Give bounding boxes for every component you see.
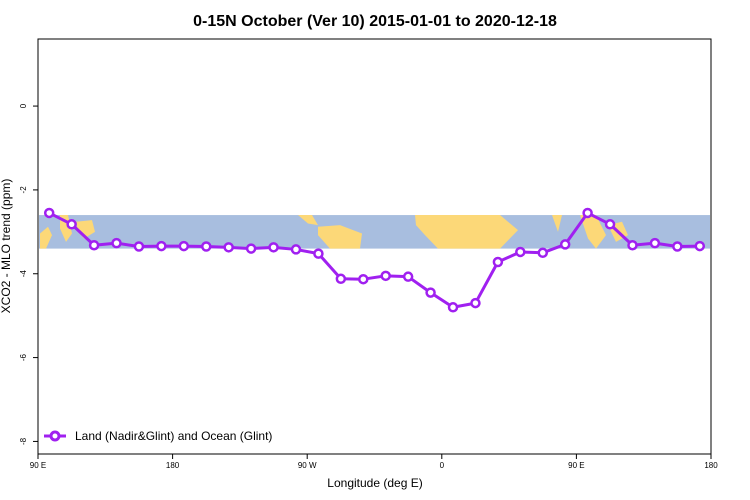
data-point [178, 240, 190, 252]
data-point [470, 297, 481, 309]
data-point [492, 256, 504, 268]
data-point [649, 237, 661, 249]
data-point [425, 287, 436, 298]
data-point [201, 241, 212, 252]
chart-title: 0-15N October (Ver 10) 2015-01-01 to 202… [193, 13, 557, 30]
data-point [447, 302, 459, 313]
y-tick-label: 0 [19, 103, 28, 108]
map-land-4 [318, 225, 362, 249]
x-tick-label: 180 [166, 461, 180, 470]
data-point [313, 248, 324, 259]
y-tick-label: -6 [19, 353, 28, 361]
x-tick-label: 90 E [568, 461, 584, 470]
data-point [537, 247, 548, 259]
x-tick-label: 0 [440, 461, 445, 470]
data-point [627, 239, 638, 251]
data-point [66, 219, 77, 230]
data-point [111, 237, 122, 249]
data-point [268, 242, 279, 253]
map-land-0 [40, 226, 52, 249]
x-axis: 90 E 180 90 W 0 90 E 180 [30, 454, 718, 470]
x-axis-label: Longitude (deg E) [327, 476, 422, 490]
x-tick-label: 180 [704, 461, 718, 470]
data-point [672, 241, 683, 252]
legend-label: Land (Nadir&Glint) and Ocean (Glint) [75, 429, 272, 443]
y-tick-label: -4 [19, 270, 28, 278]
plot-frame [37, 38, 712, 455]
data-point [559, 239, 571, 250]
data-point [694, 240, 706, 252]
x-tick-label: 90 W [298, 461, 317, 470]
data-point [380, 270, 391, 282]
map-land-7 [580, 215, 606, 249]
map-land-5 [415, 215, 518, 249]
y-tick-label: -8 [19, 437, 28, 445]
legend: Land (Nadir&Glint) and Ocean (Glint) [44, 429, 272, 443]
data-point [245, 243, 257, 254]
x-tick-label: 90 E [30, 461, 46, 470]
y-axis: 0 -2 -4 -6 -8 [19, 103, 38, 445]
data-point [358, 273, 369, 285]
data-point [88, 239, 100, 251]
y-axis-label: XCO2 - MLO trend (ppm) [0, 179, 13, 314]
data-point [133, 241, 145, 252]
y-tick-label: -2 [19, 186, 28, 194]
map-land-3 [298, 215, 318, 226]
data-point [290, 244, 302, 255]
data-point [43, 207, 55, 219]
data-point [223, 242, 234, 253]
series-layer [43, 207, 706, 313]
data-point [335, 273, 347, 285]
data-point [156, 240, 167, 252]
data-point [515, 246, 526, 258]
data-point [582, 207, 593, 219]
data-point [402, 271, 414, 282]
map-land-6 [552, 215, 562, 232]
data-point [604, 219, 616, 230]
legend-marker-swatch [49, 430, 61, 442]
